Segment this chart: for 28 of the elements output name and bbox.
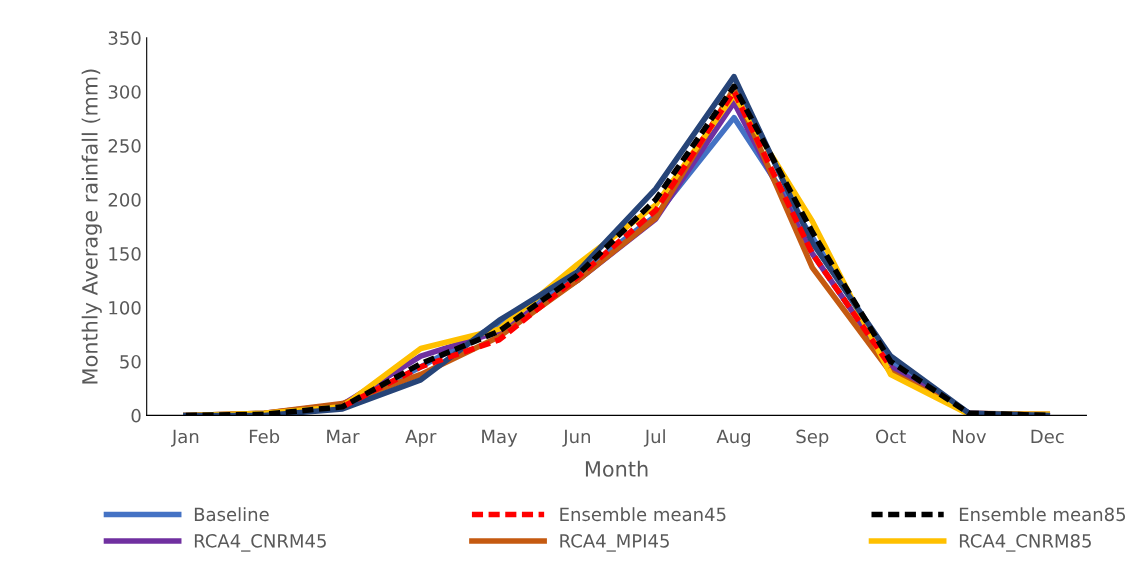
y-tick-label: 250 xyxy=(108,139,141,153)
legend-label: Ensemble mean45 xyxy=(560,507,726,522)
y-tick-label: 200 xyxy=(108,193,141,207)
y-tick-label: 350 xyxy=(108,31,141,45)
legend-label: Baseline xyxy=(194,507,269,522)
x-tick-label: Mar xyxy=(327,429,360,444)
y-axis-title: Monthly Average rainfall (mm) xyxy=(81,69,102,384)
y-tick-label: 150 xyxy=(109,247,141,261)
legend-label: RCA4_CNRM45 xyxy=(194,534,326,552)
x-tick-label: Nov xyxy=(953,429,987,444)
y-tick-label: 50 xyxy=(120,354,141,369)
x-tick-label: Oct xyxy=(876,429,906,444)
x-tick-label: Aug xyxy=(716,429,750,447)
y-tick-label: 0 xyxy=(131,408,141,423)
x-tick-label: Feb xyxy=(249,429,280,444)
x-axis-title: Month xyxy=(585,460,648,477)
x-tick-label: Jan xyxy=(170,429,199,447)
x-tick-label: Jun xyxy=(562,429,590,447)
x-tick-label: May xyxy=(482,429,518,447)
x-tick-label: Dec xyxy=(1031,429,1064,444)
x-tick-label: Sep xyxy=(796,429,829,447)
x-tick-label: Jul xyxy=(643,429,665,447)
x-tick-label: Apr xyxy=(405,429,437,447)
y-tick-label: 100 xyxy=(109,300,141,315)
legend-label: RCA4_CNRM85 xyxy=(959,534,1091,552)
y-tick-label: 300 xyxy=(108,85,141,99)
legend-label: Ensemble mean85 xyxy=(959,507,1126,522)
legend-label: RCA4_MPI45 xyxy=(560,534,669,552)
